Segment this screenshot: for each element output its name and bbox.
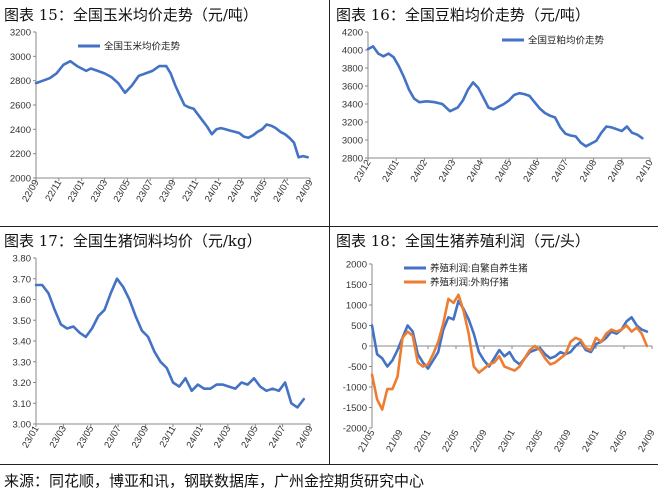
x-tick-label: 24/08 xyxy=(578,158,599,184)
x-tick-label: 23/07 xyxy=(102,424,123,450)
x-tick-label: 22/09 xyxy=(468,428,489,454)
x-tick-label: 24/05 xyxy=(239,424,260,450)
x-tick-label: 23/09 xyxy=(157,178,178,204)
vertical-divider xyxy=(329,0,330,464)
horizontal-divider xyxy=(0,226,658,227)
series-line-1 xyxy=(34,277,306,409)
y-tick-label: 2000 xyxy=(346,260,367,271)
x-tick-label: 24/03 xyxy=(226,178,247,204)
x-tick-label: 24/02 xyxy=(409,158,430,184)
x-tick-label: 22/01 xyxy=(412,428,433,454)
y-tick-label: 3.80 xyxy=(13,254,32,265)
y-tick-label: -500 xyxy=(348,362,367,373)
x-tick-label: 22/05 xyxy=(440,428,461,454)
y-tick-label: -2000 xyxy=(343,424,367,435)
y-tick-label: 3.70 xyxy=(13,274,32,285)
x-tick-label: 23/07 xyxy=(134,178,155,204)
chart-3: 3.00 3.10 3.20 3.30 3.40 3.50 3.60 3.70 3.80 23/0… xyxy=(13,254,316,451)
x-tick-label: 23/09 xyxy=(552,428,573,454)
x-tick-label: 24/10 xyxy=(634,158,655,184)
x-tick-label: 23/01 xyxy=(66,178,87,204)
x-tick-label: 24/01 xyxy=(203,178,224,204)
x-tick-label: 23/09 xyxy=(130,424,151,450)
x-tick-label: 23/03 xyxy=(48,424,69,450)
y-tick-label: 3.50 xyxy=(13,316,32,327)
x-tick-label: 24/07 xyxy=(550,158,571,184)
y-tick-label: 4000 xyxy=(342,46,363,57)
y-tick-label: 0 xyxy=(362,342,367,353)
x-tick-label: 24/01 xyxy=(580,428,601,454)
legend-label: 养殖利润:自繁自养生猪 xyxy=(430,263,528,275)
x-tick-label: 21/09 xyxy=(384,428,405,454)
x-tick-label: 24/06 xyxy=(521,158,542,184)
y-tick-label: 3200 xyxy=(342,118,363,129)
y-tick-label: 2800 xyxy=(342,154,363,165)
y-tick-label: 3200 xyxy=(10,28,31,39)
y-tick-label: 3.20 xyxy=(13,378,32,389)
legend-label: 养殖利润:外购仔猪 xyxy=(430,277,509,289)
y-tick-label: 2800 xyxy=(10,76,31,87)
y-tick-label: 500 xyxy=(351,321,367,332)
y-tick-label: 2600 xyxy=(10,101,31,112)
y-tick-label: 3800 xyxy=(342,64,363,75)
x-tick-label: 23/01 xyxy=(496,428,517,454)
y-tick-label: 3.60 xyxy=(13,295,32,306)
x-tick-label: 24/09 xyxy=(606,158,627,184)
x-tick-label: 23/03 xyxy=(89,178,110,204)
y-tick-label: 2000 xyxy=(10,174,31,185)
x-tick-label: 23/05 xyxy=(112,178,133,204)
x-tick-label: 24/05 xyxy=(249,178,270,204)
x-tick-label: 24/01 xyxy=(185,424,206,450)
legend-label: 全国玉米均价走势 xyxy=(104,41,181,53)
y-tick-label: 2200 xyxy=(10,149,31,160)
x-tick-label: 24/04 xyxy=(465,158,486,184)
y-tick-label: 3000 xyxy=(342,136,363,147)
x-tick-label: 23/05 xyxy=(75,424,96,450)
y-tick-label: 1000 xyxy=(346,301,367,312)
x-tick-label: 24/05 xyxy=(493,158,514,184)
x-tick-label: 22/11 xyxy=(43,178,64,203)
x-tick-label: 24/09 xyxy=(294,424,315,450)
y-tick-label: 3.30 xyxy=(13,357,32,368)
x-tick-label: 24/09 xyxy=(294,178,315,204)
figure-17-title: 图表 17：全国生猪饲料均价（元/kg） xyxy=(4,232,262,250)
figure-16-title: 图表 16：全国豆粕均价走势（元/吨） xyxy=(336,6,590,24)
x-tick-label: 23/11 xyxy=(158,424,179,449)
x-tick-label: 24/01 xyxy=(380,158,401,184)
x-tick-label: 24/07 xyxy=(271,178,292,204)
x-tick-label: 23/11 xyxy=(180,178,201,203)
y-tick-label: 4200 xyxy=(342,28,363,39)
bottom-divider xyxy=(0,464,658,465)
y-tick-label: -1500 xyxy=(343,403,367,414)
x-tick-label: 24/09 xyxy=(636,428,657,454)
source-note: 来源：同花顺，博亚和讯，钢联数据库，广州金控期货研究中心 xyxy=(4,472,425,490)
y-tick-label: 3400 xyxy=(342,100,363,111)
x-tick-label: 24/03 xyxy=(212,424,233,450)
legend-label: 全国豆粕均价走势 xyxy=(528,35,605,47)
y-tick-label: -1000 xyxy=(343,383,367,394)
figure-15-title: 图表 15：全国玉米均价走势（元/吨） xyxy=(4,6,258,24)
x-tick-label: 24/03 xyxy=(437,158,458,184)
x-tick-label: 23/05 xyxy=(524,428,545,454)
y-tick-label: 3.00 xyxy=(13,420,32,431)
series-line-1 xyxy=(366,45,644,148)
y-tick-label: 1500 xyxy=(346,280,367,291)
series-line-2 xyxy=(370,293,649,411)
figure-18-title: 图表 18：全国生猪养殖利润（元/头） xyxy=(336,232,590,250)
y-tick-label: 3.40 xyxy=(13,337,32,348)
x-tick-label: 24/05 xyxy=(608,428,629,454)
y-tick-label: 3000 xyxy=(10,52,31,63)
x-tick-label: 24/07 xyxy=(267,424,288,450)
chart-4: -2000-1500-1000-500050010001500200021/05… xyxy=(343,260,658,455)
series-line-1 xyxy=(34,59,310,159)
y-tick-label: 3.10 xyxy=(13,399,32,410)
y-tick-label: 3600 xyxy=(342,82,363,93)
y-tick-label: 2400 xyxy=(10,125,31,136)
